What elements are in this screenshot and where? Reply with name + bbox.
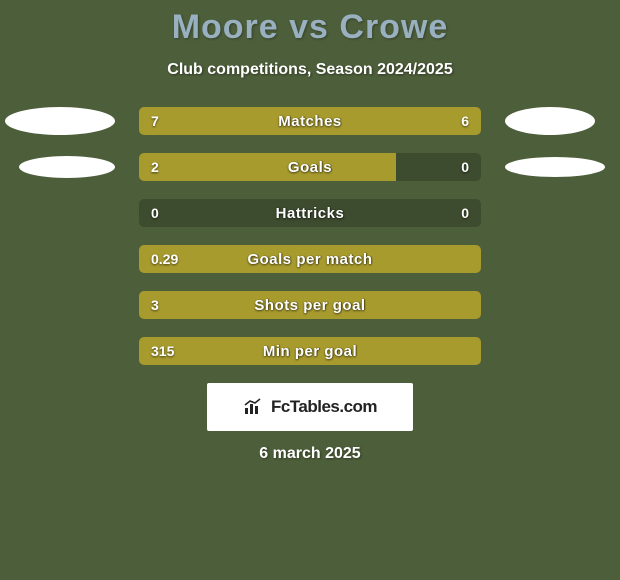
stat-bar: 76Matches: [139, 107, 481, 135]
page-title: Moore vs Crowe: [0, 8, 620, 47]
stat-label: Matches: [139, 107, 481, 135]
stat-label: Shots per goal: [139, 291, 481, 319]
stat-bar: 20Goals: [139, 153, 481, 181]
stat-label: Goals per match: [139, 245, 481, 273]
comparison-card: Moore vs Crowe Club competitions, Season…: [0, 0, 620, 580]
stat-bar: 315Min per goal: [139, 337, 481, 365]
player-badge-right: [505, 157, 605, 177]
stat-row: 315Min per goal: [0, 337, 620, 365]
page-subtitle: Club competitions, Season 2024/2025: [0, 61, 620, 79]
stat-label: Min per goal: [139, 337, 481, 365]
stat-row: 00Hattricks: [0, 199, 620, 227]
stat-label: Goals: [139, 153, 481, 181]
branding-badge: FcTables.com: [207, 383, 413, 431]
chart-icon: [243, 398, 265, 416]
stat-row: 0.29Goals per match: [0, 245, 620, 273]
branding-text: FcTables.com: [271, 397, 377, 417]
stat-label: Hattricks: [139, 199, 481, 227]
stat-row: 20Goals: [0, 153, 620, 181]
stats-rows: 76Matches 20Goals 00Hattricks 0.29Goals per…: [0, 107, 620, 365]
player-badge-left: [5, 107, 115, 135]
date-text: 6 march 2025: [0, 445, 620, 463]
stat-bar: 00Hattricks: [139, 199, 481, 227]
stat-bar: 0.29Goals per match: [139, 245, 481, 273]
player-badge-left: [19, 156, 115, 178]
stat-row: 3Shots per goal: [0, 291, 620, 319]
stat-row: 76Matches: [0, 107, 620, 135]
stat-bar: 3Shots per goal: [139, 291, 481, 319]
player-badge-right: [505, 107, 595, 135]
